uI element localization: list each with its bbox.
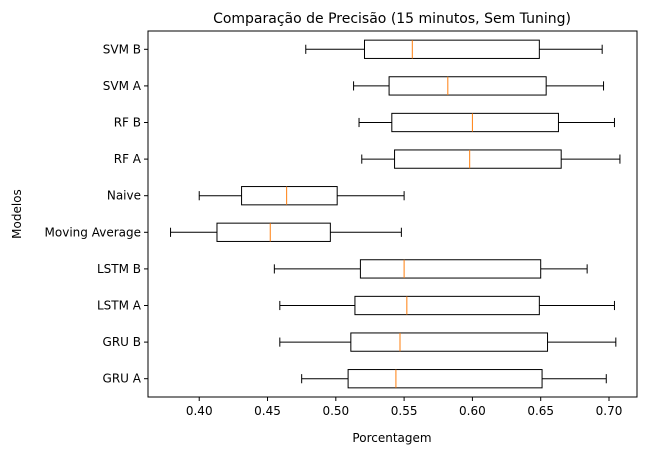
box-svm-a [353, 76, 605, 96]
x-tick-label: 0.65 [527, 404, 554, 418]
box-svm-b [305, 39, 603, 59]
x-tick-label: 0.55 [391, 404, 418, 418]
x-tick-label: 0.50 [322, 404, 349, 418]
x-tick-label: 0.70 [596, 404, 623, 418]
box-iqr [388, 76, 547, 96]
y-tick-label: LSTM B [97, 262, 141, 276]
box-rf-b [358, 112, 615, 133]
chart-title: Comparação de Precisão (15 minutos, Sem … [213, 11, 571, 27]
plot-area [147, 30, 638, 398]
box-iqr [354, 295, 540, 316]
box-gru-a [301, 369, 607, 389]
y-tick-label: Naive [107, 189, 141, 203]
box-moving-average [170, 222, 402, 242]
x-tick-label: 0.45 [254, 404, 281, 418]
box-naive [198, 186, 405, 206]
box-lstm-b [273, 259, 588, 279]
box-group [170, 39, 621, 389]
box-iqr [394, 149, 562, 169]
y-axis-label: Modelos [10, 189, 24, 239]
y-tick-label: GRU A [103, 372, 142, 386]
box-iqr [216, 222, 331, 242]
box-iqr [347, 369, 543, 389]
y-tick-label: RF A [114, 152, 142, 166]
x-tick-label: 0.40 [186, 404, 213, 418]
y-axis: SVM B SVM A RF B RF A Naive Moving Average LST… [45, 42, 148, 386]
y-tick-label: GRU B [103, 335, 141, 349]
y-tick-label: Moving Average [45, 225, 141, 239]
box-iqr [391, 112, 559, 133]
y-tick-label: RF B [114, 116, 141, 130]
box-gru-b [279, 332, 617, 352]
y-tick-label: SVM A [103, 79, 142, 93]
box-iqr [350, 332, 549, 352]
y-tick-label: SVM B [103, 42, 141, 56]
box-rf-a [361, 149, 621, 169]
box-iqr [363, 39, 540, 59]
box-iqr [241, 186, 338, 206]
x-axis-label: Porcentagem [352, 431, 431, 445]
box-iqr [359, 259, 542, 279]
box-lstm-a [279, 295, 615, 316]
x-axis: 0.40 0.45 0.50 0.55 0.60 0.65 0.70 [186, 397, 622, 418]
x-tick-label: 0.60 [459, 404, 486, 418]
y-tick-label: LSTM A [97, 299, 142, 313]
